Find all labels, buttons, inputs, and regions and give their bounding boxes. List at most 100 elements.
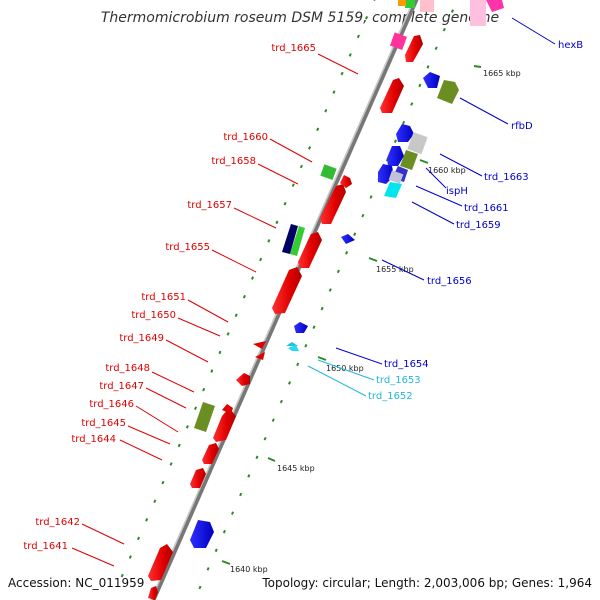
minor-tick [255,455,259,460]
minor-tick [393,139,397,143]
forward-genes [148,35,423,600]
minor-tick [442,27,446,32]
gene-feature-trd_1658[interactable] [340,175,352,188]
gene-feature-grey-1663[interactable] [407,132,428,155]
minor-ticks [120,0,454,590]
gene-feature-green-1660[interactable] [320,164,337,181]
gene-feature-trd_1647[interactable] [222,404,233,414]
callout-lines [71,17,556,567]
callout-ispH [425,167,447,189]
tick-mark [317,356,327,361]
gene-feature-trd_1652[interactable] [288,345,299,351]
minor-tick [320,306,324,311]
gene-feature-blue-1664[interactable] [396,124,414,142]
gene-feature-trd_1656[interactable] [341,234,355,244]
gene-label-trd_1657: trd_1657 [187,200,232,211]
gene-feature-green-top[interactable] [405,0,415,8]
gene-label-trd_1665: trd_1665 [271,43,316,54]
gene-feature-ispH[interactable] [400,150,418,170]
minor-tick [145,518,149,522]
gene-feature-trd_1651[interactable] [253,341,266,349]
gene-feature-grey-1659[interactable] [388,170,404,184]
minor-tick [373,0,376,1]
callout-trd_1659 [411,201,455,225]
callout-trd_1650 [177,317,221,337]
gene-feature-magenta-top[interactable] [389,32,407,50]
minor-tick [202,387,206,392]
tick-1645: 1645 kbp [267,457,315,473]
gene-feature-pink-top[interactable] [420,0,434,12]
minor-tick [210,369,214,373]
minor-tick [251,276,255,280]
minor-tick [304,343,308,348]
gene-label-trd_1655: trd_1655 [165,242,210,253]
gene-feature-rfbD[interactable] [437,80,459,104]
callout-trd_1652 [307,365,367,397]
map-title: Thermomicrobium roseum DSM 5159, complet… [100,10,500,26]
gene-feature-hexB[interactable] [486,0,504,12]
minor-tick [291,183,295,187]
minor-tick [263,436,267,441]
gene-feature-trd_1663[interactable] [387,146,404,166]
gene-feature-trd_1645[interactable] [202,443,219,464]
gene-feature-trd_1659[interactable] [384,182,402,198]
gene-feature-trd_1649[interactable] [255,352,265,360]
gene-feature-blue-1642[interactable] [190,520,214,548]
minor-tick [283,201,287,206]
gene-feature-green-1656[interactable] [290,226,305,256]
minor-tick [299,164,303,169]
callout-trd_1656 [381,259,425,281]
gene-feature-trd_1648[interactable] [236,373,250,386]
gene-label-trd_1648: trd_1648 [105,363,150,374]
minor-tick [218,350,222,355]
gene-label-trd_1661: trd_1661 [464,203,509,214]
gene-label-trd_1641: trd_1641 [23,541,68,552]
callout-trd_1644 [119,439,163,461]
tick-label: 1665 kbp [483,69,521,78]
gene-feature-orange-top[interactable] [398,0,406,6]
gene-feature-trd_1653[interactable] [286,342,298,346]
gene-feature-trd_1655a[interactable] [298,232,322,268]
minor-tick [177,443,181,448]
minor-tick [267,239,271,243]
tick-label: 1640 kbp [230,565,268,574]
gene-feature-trd_1646[interactable] [213,408,236,442]
gene-feature-trd_1641[interactable] [148,544,173,581]
gene-feature-olive-1646[interactable] [194,402,215,432]
gene-feature-trd_1664[interactable] [405,35,423,62]
minor-tick [356,34,360,39]
gene-feature-trd_1644[interactable] [190,468,206,488]
minor-tick [328,288,332,292]
minor-tick [214,548,218,553]
gene-label-trd_1660: trd_1660 [223,132,268,143]
gene-feature-pink-hexB[interactable] [470,0,486,26]
minor-tick [279,399,283,404]
gene-feature-blue-1666[interactable] [423,72,440,88]
gene-label-trd_1649: trd_1649 [119,333,164,344]
tick-1660: 1660 kbp [419,159,466,175]
gene-label-trd_1645: trd_1645 [81,418,126,429]
minor-tick [161,480,165,485]
minor-tick [332,90,336,94]
minor-tick [340,71,344,76]
minor-tick [418,83,422,88]
callout-trd_1661 [415,185,463,207]
minor-tick [353,232,357,236]
tick-1650: 1650 kbp [317,356,364,373]
gene-feature-navy-1656[interactable] [282,224,298,254]
minor-tick [242,294,246,299]
minor-tick [312,325,316,329]
gene-feature-trd_1655[interactable] [272,267,302,314]
callout-trd_1641 [71,547,115,567]
gene-feature-trd_1654[interactable] [294,322,308,333]
callout-trd_1648 [151,371,195,393]
minor-tick [169,462,173,466]
accession-text: Accession: NC_011959 [8,576,145,590]
gene-feature-trd_1665[interactable] [380,78,404,113]
minor-tick [275,220,279,225]
minor-tick [271,418,275,422]
minor-tick [434,46,438,51]
gene-feature-trd_1657[interactable] [320,184,346,224]
gene-feature-trd_1640[interactable] [148,586,158,600]
minor-tick [345,251,349,255]
